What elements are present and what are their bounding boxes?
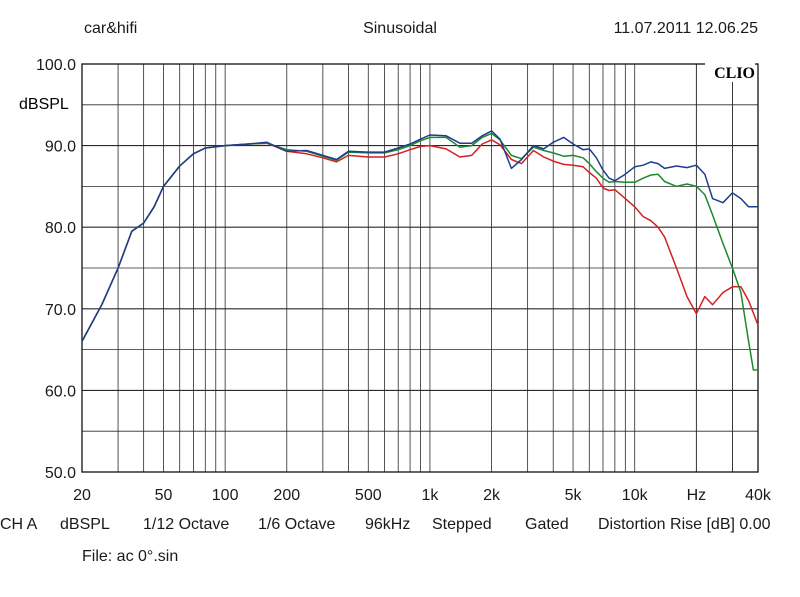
gating-label: Gated — [525, 516, 569, 533]
y-tick-label: 80.0 — [45, 220, 76, 237]
x-axis-tick-labels: 20 50 100 200 500 1k 2k 5k 10k Hz 40k — [73, 487, 772, 504]
y-axis-tick-labels: 100.0 90.0 80.0 70.0 60.0 50.0 — [36, 57, 76, 482]
smoothing-label-2: 1/6 Octave — [258, 516, 336, 533]
x-tick-label: 20 — [73, 487, 91, 504]
distortion-rise-label: Distortion Rise [dB] 0.00 — [598, 516, 771, 533]
unit-label: dBSPL — [60, 516, 110, 533]
channel-label: CH A — [0, 516, 38, 533]
sweep-mode-label: Stepped — [432, 516, 492, 533]
x-tick-label: 1k — [421, 487, 439, 504]
x-tick-label: 5k — [565, 487, 583, 504]
clio-logo: CLIO — [714, 65, 755, 82]
frequency-response-chart: 100.0 90.0 80.0 70.0 60.0 50.0 20 50 100 200 500 1… — [19, 57, 772, 504]
y-tick-label: 70.0 — [45, 302, 76, 319]
x-tick-label: 200 — [273, 487, 300, 504]
x-tick-label: 40k — [745, 487, 772, 504]
y-tick-label: 100.0 — [36, 57, 76, 74]
measurement-type-label: Sinusoidal — [363, 20, 437, 37]
x-tick-label: Hz — [687, 487, 707, 504]
header-left-label: car&hifi — [84, 20, 138, 37]
smoothing-label-1: 1/12 Octave — [143, 516, 230, 533]
timestamp-label: 11.07.2011 12.06.25 — [613, 20, 758, 37]
chart-series — [81, 130, 759, 371]
series-line-2 — [81, 130, 758, 342]
x-tick-label: 500 — [355, 487, 382, 504]
chart-grid — [81, 63, 759, 473]
y-axis-label: dBSPL — [19, 96, 69, 113]
plot-frame — [81, 63, 759, 473]
sample-rate-label: 96kHz — [365, 516, 411, 533]
x-tick-label: 2k — [483, 487, 501, 504]
clio-logo-background — [705, 62, 755, 82]
y-tick-label: 90.0 — [45, 139, 76, 156]
x-tick-label: 50 — [155, 487, 173, 504]
x-tick-label: 10k — [622, 487, 649, 504]
y-tick-label: 50.0 — [45, 465, 76, 482]
x-tick-label: 100 — [212, 487, 239, 504]
file-name-label: File: ac 0°.sin — [82, 548, 179, 565]
series-line-0 — [81, 139, 759, 342]
series-line-1 — [81, 132, 758, 371]
y-tick-label: 60.0 — [45, 383, 76, 400]
